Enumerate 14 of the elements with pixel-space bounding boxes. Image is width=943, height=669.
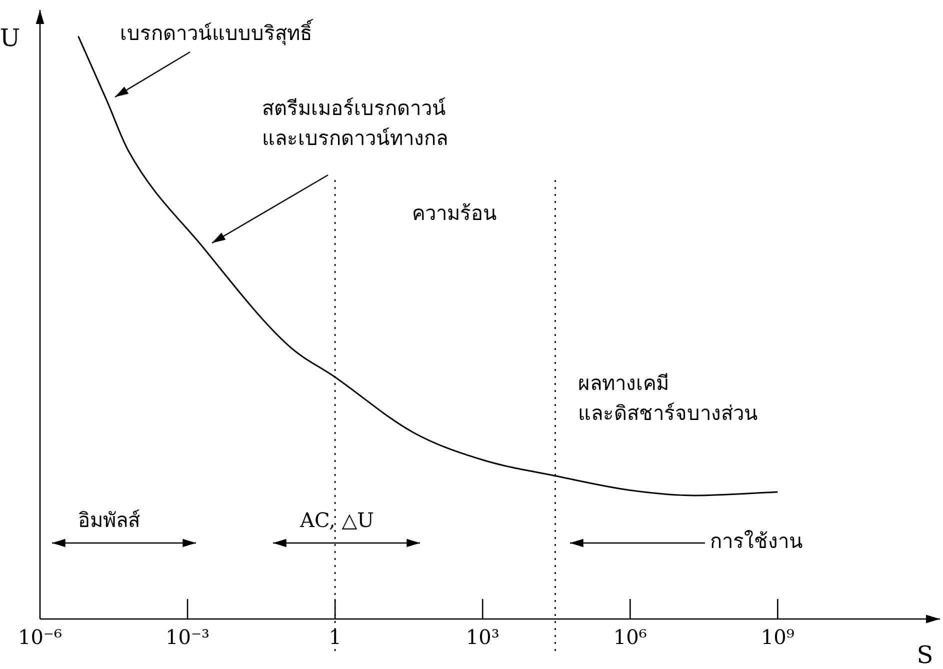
x-tick-label: 10⁶ [613, 625, 647, 650]
x-tick-label: 10⁹ [760, 625, 794, 650]
annotation: ผลทางเคมี และดิสชาร์จบางส่วน [578, 371, 758, 426]
x-axis-title: S [916, 641, 934, 669]
x-tick-label: 10⁻⁶ [18, 625, 62, 650]
annotation: การใช้งาน [710, 529, 803, 554]
annotation: ความร้อน [412, 201, 497, 226]
annotation: อิมพัลส์ [78, 508, 140, 532]
y-axis-title: U [0, 24, 20, 52]
annotation: AC, △U [299, 508, 374, 532]
x-tick-label: 10³ [466, 625, 500, 650]
x-tick-label: 10⁻³ [166, 625, 210, 650]
annotation: สตรีมเมอร์เบรกดาวน์ และเบรกดาวน์ทางกล [262, 96, 448, 150]
annotation: เบรกดาวน์แบบบริสุทธิ์ [120, 18, 314, 46]
